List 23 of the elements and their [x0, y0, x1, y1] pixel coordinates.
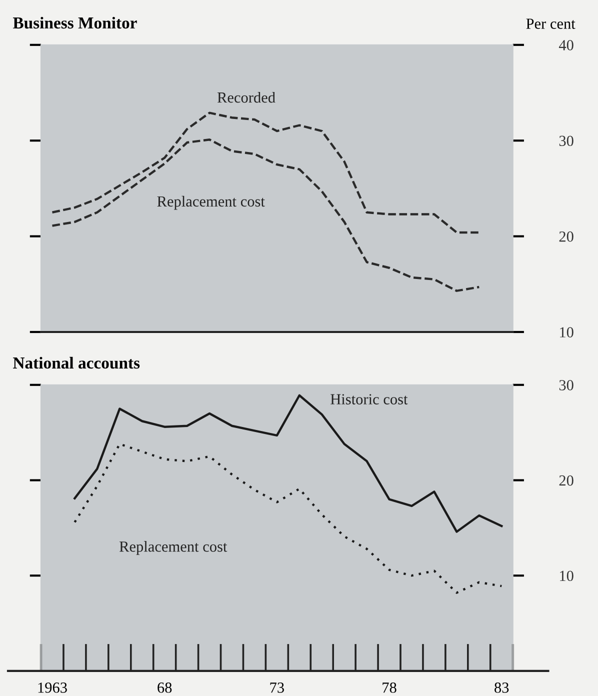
y-tick-label: 20 — [559, 475, 574, 486]
annotation: Historic cost — [330, 394, 408, 404]
x-tick-label: 73 — [270, 682, 284, 693]
annotation: Replacement cost — [119, 541, 228, 555]
annotation: Replacement cost — [157, 196, 265, 210]
y-tick-label: 30 — [559, 136, 574, 146]
y-tick-label: 10 — [560, 327, 574, 338]
annotation: Recorded — [217, 92, 276, 103]
chart-title: Business Monitor — [12, 16, 137, 29]
y-tick-label: 10 — [560, 570, 574, 582]
line-series — [51, 112, 480, 234]
x-tick-label: 1963 — [38, 682, 67, 693]
y-tick-label: 40 — [558, 40, 574, 50]
x-tick-label: 68 — [158, 682, 172, 693]
line-series — [51, 138, 480, 292]
y-axis-title: Per cent — [526, 18, 576, 29]
line-series — [74, 394, 503, 533]
x-tick-label: 78 — [382, 682, 396, 693]
line-series — [74, 442, 503, 594]
y-tick-label: 30 — [559, 380, 574, 390]
y-tick-label: 20 — [559, 231, 574, 242]
chart-title: National accounts — [13, 356, 140, 369]
x-tick-label: 83 — [494, 682, 509, 693]
